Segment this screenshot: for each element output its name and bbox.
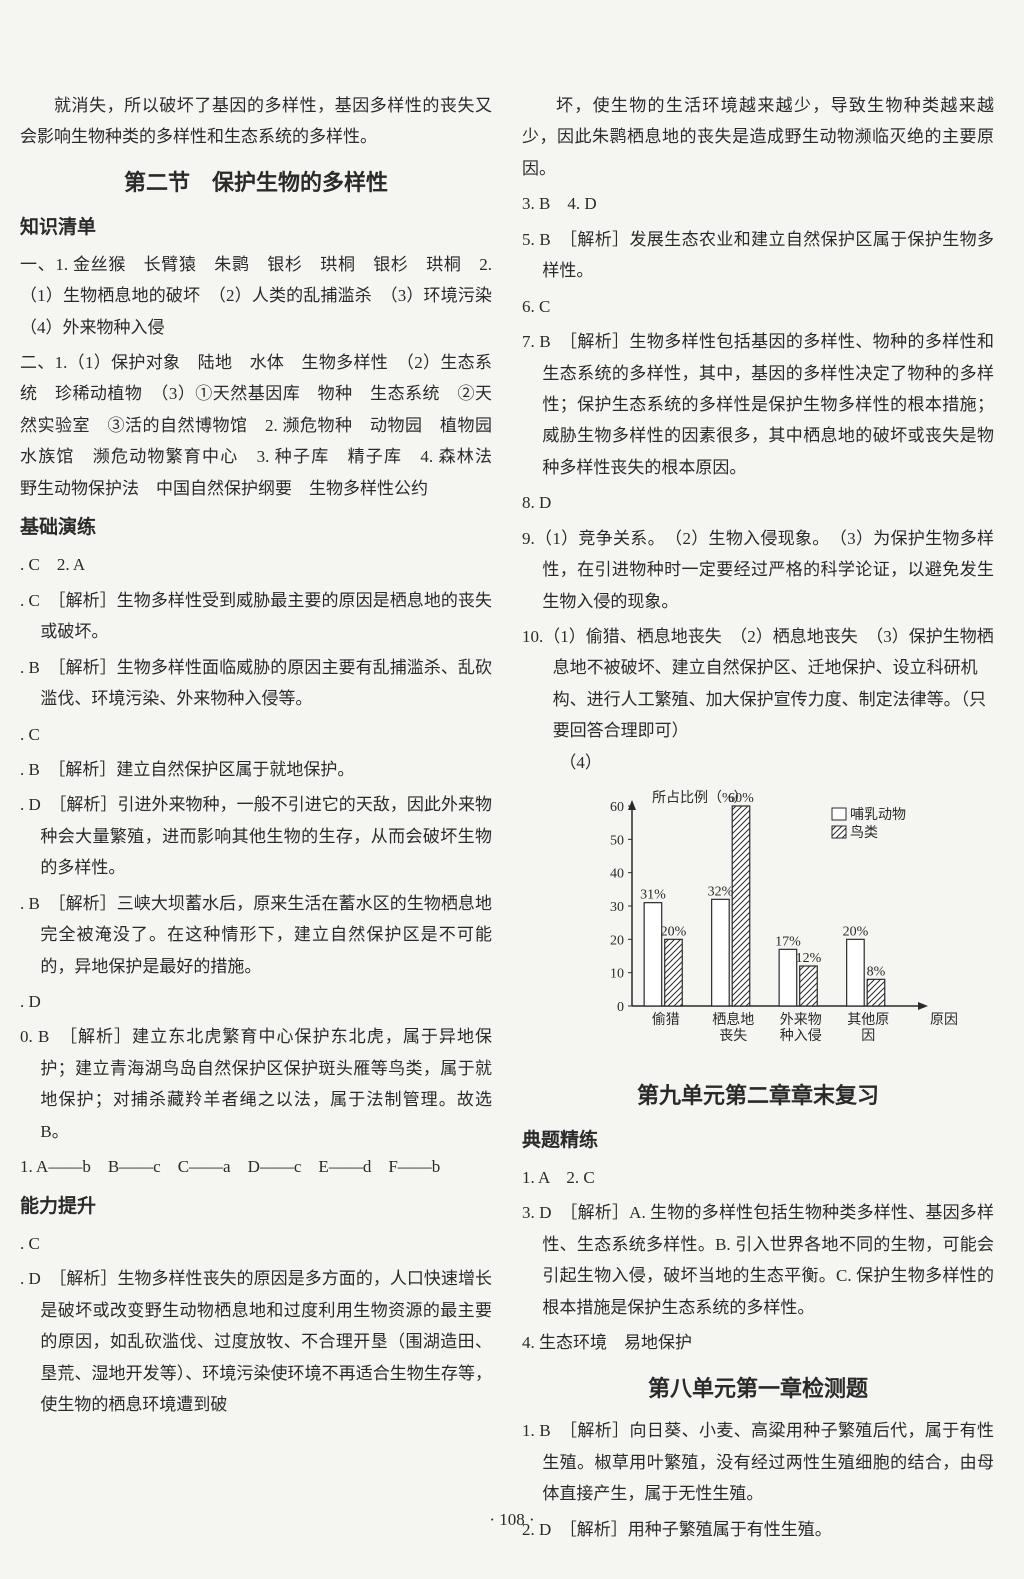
refine-12: 1. A 2. C (522, 1162, 994, 1193)
practice-8: . B ［解析］三峡大坝蓄水后，原来生活在蓄水区的生物栖息地完全被淹没了。在这种… (20, 888, 492, 982)
svg-text:种入侵: 种入侵 (780, 1027, 822, 1044)
knowledge-item-1: 一、1. 金丝猴 长臂猿 朱鹮 银杉 珙桐 银杉 珙桐 2.（1）生物栖息地的破… (20, 249, 492, 343)
practice-11: 1. A——b B——c C——a D——c E——d F——b (20, 1151, 492, 1182)
practice-7: . D ［解析］引进外来物种，一般不引进它的天敌，因此外来物种会大量繁殖，进而影… (20, 789, 492, 883)
practice-9: . D (20, 986, 492, 1017)
svg-text:原因: 原因 (930, 1013, 958, 1028)
unit-title: 第九单元第二章章末复习 (522, 1076, 994, 1117)
svg-text:哺乳动物: 哺乳动物 (850, 807, 906, 823)
section-title: 第二节 保护生物的多样性 (20, 163, 492, 204)
ability-header: 能力提升 (20, 1189, 492, 1224)
ability-1: . C (20, 1228, 492, 1259)
svg-text:60%: 60% (728, 791, 754, 806)
ability-2: . D ［解析］生物多样性丧失的原因是多方面的，人口快速增长是破坏或改变野生动物… (20, 1263, 492, 1420)
svg-text:50: 50 (610, 834, 624, 849)
practice-6: . B ［解析］建立自然保护区属于就地保护。 (20, 754, 492, 785)
svg-text:20: 20 (610, 934, 624, 949)
test-1: 1. B ［解析］向日葵、小麦、高粱用种子繁殖后代，属于有性生殖。椒草用叶繁殖，… (522, 1415, 994, 1509)
svg-text:20%: 20% (843, 925, 869, 940)
right-10a: 10.（1）偷猎、栖息地丧失 （2）栖息地丧失 （3）保护生物栖息地不被破坏、建… (522, 621, 994, 747)
svg-text:丧失: 丧失 (719, 1028, 747, 1044)
svg-text:17%: 17% (775, 935, 801, 950)
svg-text:20%: 20% (661, 925, 687, 940)
svg-text:因: 因 (861, 1029, 875, 1044)
right-10b: （4） (522, 747, 994, 778)
right-5: 5. B ［解析］发展生态农业和建立自然保护区属于保护生物多样性。 (522, 224, 994, 287)
right-6: 6. C (522, 291, 994, 322)
knowledge-item-2: 二、1.（1）保护对象 陆地 水体 生物多样性 （2）生态系统 珍稀动植物 （3… (20, 347, 492, 504)
svg-text:鸟类: 鸟类 (850, 825, 878, 841)
practice-4: . B ［解析］生物多样性面临威胁的原因主要有乱捕滥杀、乱砍滥伐、环境污染、外来… (20, 652, 492, 715)
right-7: 7. B ［解析］生物多样性包括基因的多样性、物种的多样性和生态系统的多样性，其… (522, 326, 994, 483)
practice-1: . C 2. A (20, 549, 492, 580)
refine-4: 4. 生态环境 易地保护 (522, 1327, 994, 1358)
svg-text:8%: 8% (867, 965, 886, 980)
refine-3: 3. D ［解析］A. 生物的多样性包括生物种类多样性、基因多样性、生态系统多样… (522, 1197, 994, 1323)
svg-text:40: 40 (610, 867, 624, 882)
right-34: 3. B 4. D (522, 188, 994, 219)
practice-3: . C ［解析］生物多样性受到威胁最主要的原因是栖息地的丧失或破坏。 (20, 585, 492, 648)
intro-paragraph: 就消失，所以破坏了基因的多样性，基因多样性的丧失又会影响生物种类的多样性和生态系… (20, 90, 492, 153)
practice-5: . C (20, 719, 492, 750)
svg-text:外来物: 外来物 (780, 1012, 822, 1028)
svg-text:栖息地: 栖息地 (712, 1011, 754, 1028)
practice-10: 0. B ［解析］建立东北虎繁育中心保护东北虎，属于异地保护；建立青海湖鸟岛自然… (20, 1021, 492, 1147)
test-title: 第八单元第一章检测题 (522, 1369, 994, 1410)
svg-text:30: 30 (610, 900, 624, 915)
svg-text:31%: 31% (640, 888, 666, 903)
right-8: 8. D (522, 487, 994, 518)
right-9: 9.（1）竞争关系。 （2）生物入侵现象。 （3）为保护生物多样性，在引进物种时… (522, 523, 994, 617)
knowledge-header: 知识清单 (20, 210, 492, 245)
svg-text:偷猎: 偷猎 (652, 1012, 680, 1028)
svg-text:0: 0 (617, 1000, 624, 1015)
continuation: 坏，使生物的生活环境越来越少，导致生物种类越来越少，因此朱鹮栖息地的丧失是造成野… (522, 90, 994, 184)
refine-header: 典题精练 (522, 1123, 994, 1158)
svg-text:其他原: 其他原 (847, 1012, 889, 1028)
practice-header: 基础演练 (20, 510, 492, 545)
svg-text:32%: 32% (708, 885, 734, 900)
svg-text:60: 60 (610, 800, 624, 815)
bar-chart: 0102030405060所占比例（%）哺乳动物鸟类31%20%偷猎32%60%… (582, 786, 962, 1066)
svg-text:10: 10 (610, 967, 624, 982)
svg-text:12%: 12% (796, 951, 822, 966)
page-number: · 108 · (0, 1504, 1024, 1535)
